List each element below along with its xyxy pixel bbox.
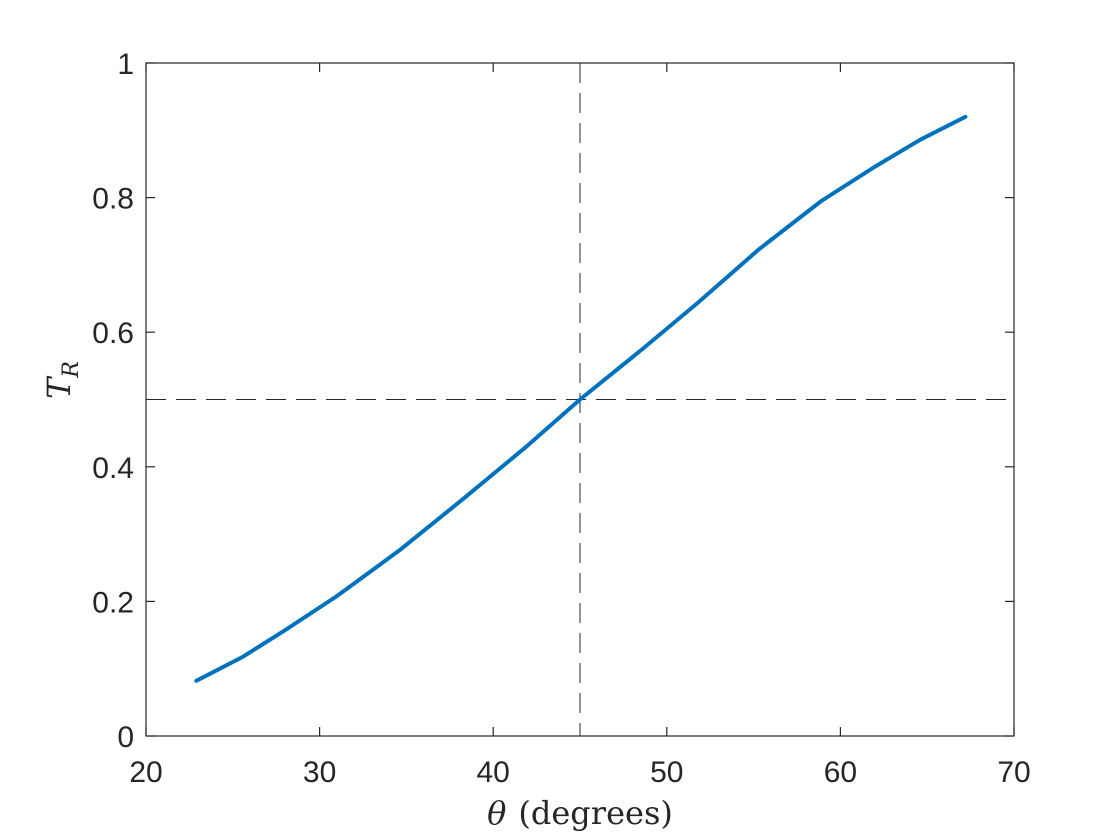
x-tick-labels: 20 30 40 50 60 70 — [129, 756, 1030, 789]
series-layer — [194, 114, 968, 683]
y-tick-label: 1 — [117, 48, 134, 81]
y-tick-label: 0.2 — [92, 586, 134, 619]
y-tick-label: 0.6 — [92, 317, 134, 350]
x-tick-label: 70 — [997, 756, 1030, 789]
y-axis-title: TR — [40, 361, 84, 399]
y-axis-symbol: T — [40, 375, 78, 399]
y-tick-labels: 0 0.2 0.4 0.6 0.8 1 — [92, 48, 134, 754]
x-tick-label: 60 — [824, 756, 857, 789]
x-tick-label: 30 — [303, 756, 336, 789]
y-axis-subscript: R — [59, 361, 84, 379]
x-axis-symbol: θ — [487, 794, 506, 832]
plot-frame — [145, 62, 1015, 737]
x-tick-label: 20 — [129, 756, 162, 789]
y-tick-label: 0.8 — [92, 183, 134, 216]
x-tick-label: 50 — [650, 756, 683, 789]
y-tick-label: 0.4 — [92, 452, 134, 485]
tick-marks — [145, 62, 1015, 737]
x-axis-title: θ (degrees) — [487, 794, 673, 832]
x-tick-label: 40 — [477, 756, 510, 789]
x-axis-text: (degrees) — [518, 794, 672, 832]
svg-text:TR: TR — [40, 361, 84, 399]
y-tick-label: 0 — [117, 721, 134, 754]
series-line-0 — [194, 114, 968, 683]
